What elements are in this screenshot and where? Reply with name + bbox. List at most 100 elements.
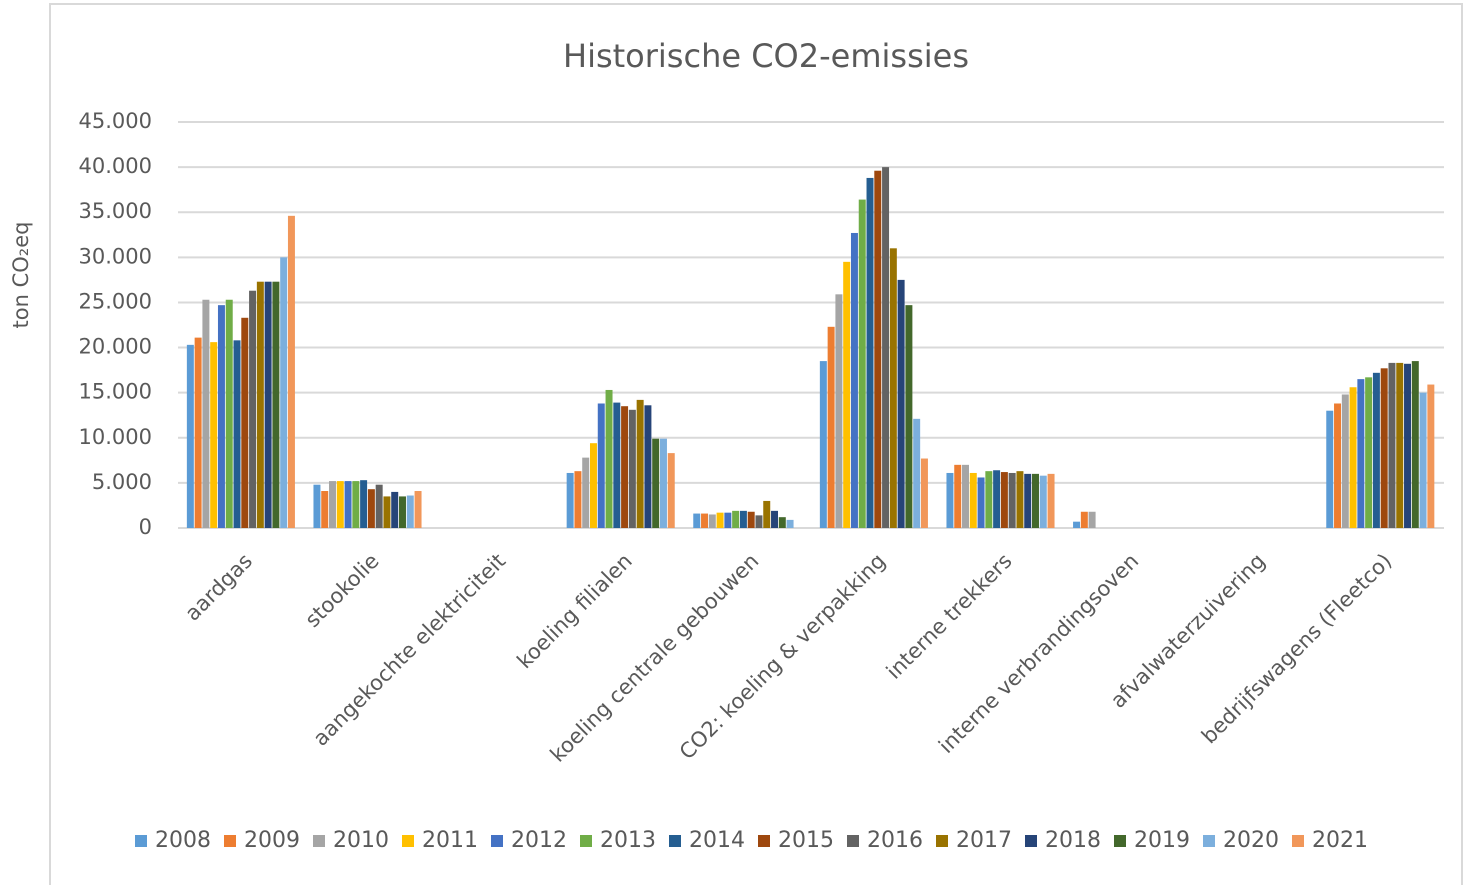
legend-label: 2019 — [1134, 828, 1190, 853]
y-tick-label: 15.000 — [79, 380, 152, 404]
bar — [313, 484, 321, 528]
bar — [897, 279, 905, 528]
legend-swatch — [847, 835, 859, 847]
bar — [763, 500, 771, 528]
bar — [1396, 362, 1404, 528]
legend-label: 2015 — [778, 828, 834, 853]
bar — [344, 481, 352, 528]
bar — [954, 464, 962, 528]
legend-swatch — [135, 835, 147, 847]
legend-swatch — [402, 835, 414, 847]
bar — [962, 464, 969, 528]
x-tick-label: interne verbrandingsoven — [934, 549, 1143, 758]
bar — [882, 167, 890, 528]
bar — [724, 512, 732, 528]
bar — [399, 496, 406, 528]
bar — [352, 481, 360, 528]
y-tick-label: 20.000 — [79, 335, 152, 359]
bar — [1334, 403, 1342, 528]
bar — [272, 281, 280, 528]
bar — [628, 409, 636, 528]
bar — [716, 512, 724, 528]
bar — [701, 513, 709, 528]
legend-label: 2018 — [1045, 828, 1101, 853]
bar — [225, 299, 233, 528]
bar — [920, 458, 928, 528]
bar — [582, 457, 590, 528]
bar — [835, 294, 843, 528]
bar — [287, 215, 295, 528]
bar — [905, 305, 913, 528]
legend-label: 2008 — [155, 828, 211, 853]
legend-swatch — [1025, 835, 1037, 847]
bar — [233, 340, 241, 528]
bar — [732, 510, 740, 528]
bar — [874, 170, 882, 528]
bar — [889, 248, 897, 529]
legend-swatch — [580, 835, 592, 847]
x-tick-label: koeling filialen — [512, 549, 636, 673]
bar — [708, 514, 716, 528]
bar — [264, 281, 272, 528]
bar — [1000, 472, 1008, 528]
bar — [1357, 379, 1365, 528]
bar — [406, 495, 414, 528]
x-tick-label: CO2: koeling & verpakking — [675, 549, 890, 764]
bar — [256, 281, 264, 528]
legend-label: 2013 — [600, 828, 656, 853]
bar — [613, 402, 621, 528]
bar — [217, 305, 225, 528]
bar — [1073, 521, 1081, 528]
y-tick-label: 35.000 — [79, 199, 152, 223]
bar — [946, 472, 954, 528]
bar — [1380, 368, 1388, 528]
legend-label: 2016 — [867, 828, 923, 853]
legend-swatch — [758, 835, 770, 847]
bar — [850, 232, 858, 528]
bar — [194, 337, 202, 528]
legend-label: 2021 — [1312, 828, 1368, 853]
bar — [819, 361, 827, 528]
bar — [336, 481, 344, 528]
bar — [375, 484, 383, 528]
legend-label: 2017 — [956, 828, 1012, 853]
bar — [985, 471, 993, 528]
bar — [621, 406, 629, 528]
bar — [1032, 473, 1039, 528]
bar — [755, 515, 763, 528]
bar — [574, 471, 582, 528]
x-tick-label: koeling centrale gebouwen — [546, 549, 764, 767]
y-tick-label: 30.000 — [79, 244, 152, 268]
bar — [329, 481, 336, 528]
legend-label: 2014 — [689, 828, 745, 853]
bar — [186, 344, 194, 528]
legend-swatch — [936, 835, 948, 847]
bar — [977, 477, 985, 528]
x-tick-label: stookolie — [300, 549, 383, 632]
bar — [383, 496, 391, 528]
bar — [1404, 363, 1412, 528]
bar — [1427, 384, 1435, 528]
bar — [636, 399, 644, 528]
y-tick-label: 10.000 — [79, 425, 152, 449]
y-axis-label: ton CO₂eq — [9, 222, 33, 329]
bar — [597, 403, 605, 528]
bar — [202, 299, 210, 528]
y-tick-label: 0 — [139, 515, 152, 539]
bar — [1016, 471, 1024, 528]
bar — [644, 405, 652, 528]
bar — [843, 261, 851, 528]
legend-label: 2010 — [333, 828, 389, 853]
bar — [786, 519, 794, 528]
legend-swatch — [669, 835, 681, 847]
bar — [1349, 387, 1357, 528]
chart-frame — [49, 3, 1463, 885]
bar — [693, 513, 701, 528]
bar — [1080, 511, 1088, 528]
legend-swatch — [1114, 835, 1126, 847]
legend-label: 2009 — [244, 828, 300, 853]
legend-swatch — [313, 835, 325, 847]
bar — [605, 389, 613, 528]
bar — [1039, 475, 1047, 528]
y-tick-label: 5.000 — [92, 470, 152, 494]
